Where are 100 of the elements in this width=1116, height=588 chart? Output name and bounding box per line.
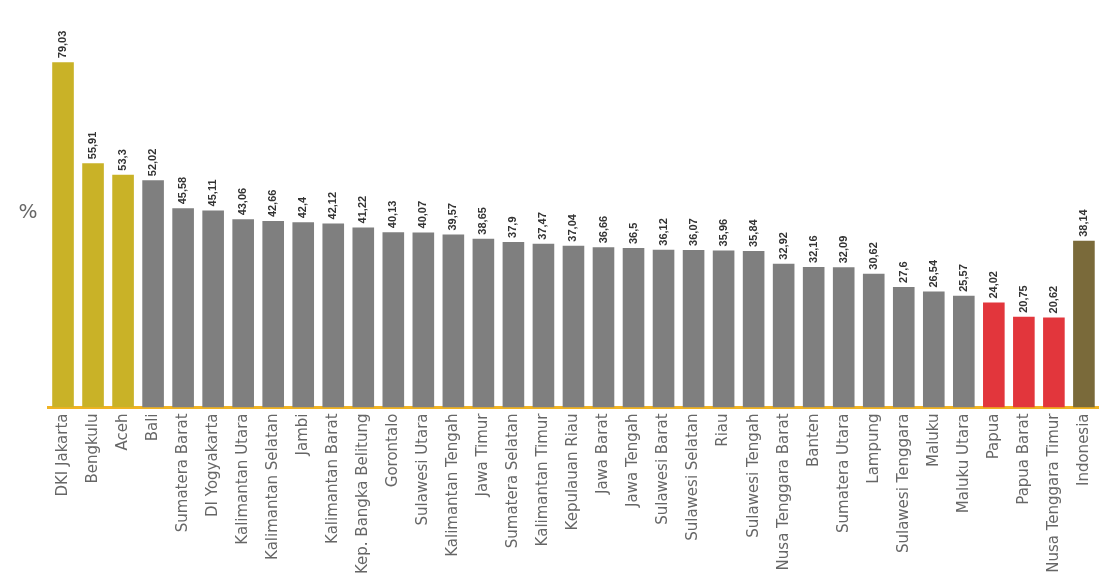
x-tick-label: Bengkulu [82,413,101,484]
data-label: 20,62 [1046,285,1059,314]
x-tick-label: Papua [983,413,1002,460]
x-tick-label: Jawa Barat [593,413,612,496]
bar [922,291,945,408]
bar [652,249,675,408]
x-tick-label: Kalimantan Timur [533,412,552,547]
data-label: 25,57 [956,264,969,292]
bar [502,241,525,408]
data-label: 53,3 [116,149,129,171]
data-label: 37,9 [506,216,519,238]
bar [202,210,224,408]
bar [1073,240,1095,408]
bar [592,247,615,408]
data-label: 41,22 [356,195,369,224]
bar [562,245,585,408]
bar [892,286,915,408]
bar [112,174,134,408]
data-label: 35,96 [716,218,729,247]
data-label: 38,65 [476,207,489,235]
bar [802,266,825,408]
x-tick-label: Indonesia [1073,413,1092,487]
data-label: 36,5 [626,222,639,245]
x-tick-label: Gorontalo [383,413,402,488]
y-axis-title: % [18,199,38,224]
x-tick-label: Lampung [863,413,882,484]
data-label: 45,58 [176,176,189,205]
x-tick-label: Maluku Utara [953,413,972,514]
data-label: 32,92 [776,232,789,260]
data-label: 42,12 [326,191,339,220]
data-label: 43,06 [236,187,249,216]
x-tick-label: DI Yogyakarta [203,413,222,518]
x-tick-label: Bali [142,413,161,442]
data-label: 45,11 [206,179,219,207]
data-label: 27,6 [896,261,909,283]
data-label: 39,57 [446,203,459,231]
bar [953,295,975,408]
x-tick-label: Sumatera Barat [173,413,192,533]
x-tick-label: Kepulauan Riau [563,413,582,531]
bar [82,163,104,408]
data-label: 52,02 [146,148,159,177]
x-tick-label: DKI Jakarta [52,413,71,497]
bar [412,232,435,408]
data-label: 40,13 [386,200,399,229]
data-label: 55,91 [86,131,99,160]
bar [142,180,164,408]
x-tick-label: Jawa Tengah [623,413,642,508]
data-label: 37,47 [536,212,549,240]
x-tick-label: Sulawesi Tengah [743,413,762,538]
bar [472,238,495,408]
x-tick-label: Kalimantan Barat [323,413,342,544]
bar [262,221,285,408]
x-tick-label: Kalimantan Utara [233,413,252,545]
bar [382,232,405,408]
data-label: 37,04 [566,213,579,242]
data-label: 42,4 [296,195,309,219]
bar [622,248,645,408]
bar [442,234,465,408]
x-tick-label: Sulawesi Utara [413,413,432,526]
bar [682,249,705,408]
x-tick-label: Aceh [112,413,131,451]
bar [832,267,855,408]
x-tick-label: Nusa Tenggara Timur [1043,412,1062,573]
bar [532,243,555,408]
bar [1013,316,1035,408]
x-tick-label: Banten [803,413,822,468]
bar [322,223,345,408]
x-tick-label: Kalimantan Tengah [443,413,462,557]
bar [983,302,1005,408]
bar [712,250,735,408]
bar [292,222,315,408]
x-tick-label: Sulawesi Barat [653,413,672,525]
x-tick-label: Sulawesi Tenggara [893,413,912,554]
x-tick-label: Sumatera Utara [833,413,852,533]
x-tick-label: Maluku [923,413,942,468]
bar [742,250,765,408]
bar [232,219,254,408]
bar [772,263,795,408]
x-tick-label: Jambi [293,413,312,457]
x-tick-label: Nusa Tenggara Barat [773,413,792,571]
data-label: 24,02 [986,271,999,299]
data-label: 20,75 [1016,285,1029,313]
x-tick-label: Riau [713,413,732,447]
x-tick-label: Sumatera Selatan [503,413,522,549]
data-label: 30,62 [866,242,879,270]
x-tick-label: Jawa Timur [473,412,492,498]
data-label: 40,07 [416,200,429,229]
bar [1043,317,1065,408]
data-label: 35,84 [746,218,759,247]
x-tick-label: Kep. Bangka Belitung [353,413,372,575]
data-label: 26,54 [926,259,939,288]
data-label: 38,14 [1076,208,1089,237]
x-tick-label: Kalimantan Selatan [263,413,282,560]
x-tick-label: Sulawesi Selatan [683,413,702,541]
data-label: 36,07 [686,218,699,246]
bar [862,273,885,408]
bar [172,208,194,408]
bar [52,62,74,408]
data-label: 36,12 [656,218,669,246]
data-label: 32,09 [836,235,849,264]
